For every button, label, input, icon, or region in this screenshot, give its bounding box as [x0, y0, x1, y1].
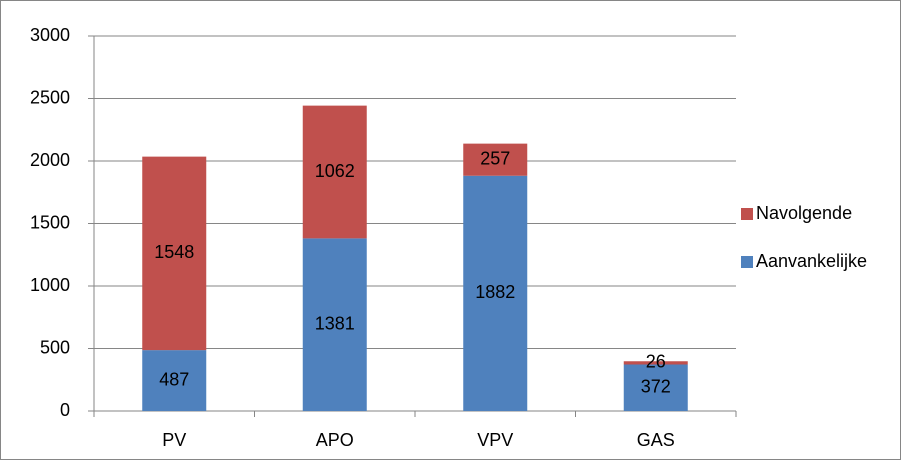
legend-label: Aanvankelijke	[756, 251, 867, 271]
bar-segment	[142, 350, 207, 411]
bar-segment	[623, 364, 688, 411]
bar-segment	[302, 105, 367, 239]
bar-segment	[302, 238, 367, 411]
data-label: 487	[159, 369, 189, 389]
legend-label: Navolgende	[756, 203, 852, 223]
data-label: 1381	[315, 313, 355, 333]
data-label: 257	[480, 148, 510, 168]
data-label: 372	[641, 377, 671, 397]
y-tick-label: 1000	[30, 275, 70, 295]
data-label: 1882	[475, 282, 515, 302]
x-tick-label: VPV	[477, 430, 513, 450]
y-tick-label: 0	[60, 400, 70, 420]
bar-segment	[463, 175, 528, 411]
x-tick-label: APO	[316, 430, 354, 450]
bar-segment	[463, 143, 528, 176]
legend-swatch	[741, 256, 753, 268]
x-tick-label: GAS	[637, 430, 675, 450]
legend-swatch	[741, 208, 753, 220]
y-tick-label: 3000	[30, 25, 70, 45]
data-label: 1548	[154, 242, 194, 262]
data-label: 1062	[315, 161, 355, 181]
y-tick-label: 2500	[30, 87, 70, 107]
bar-segment	[623, 361, 688, 365]
bar-segment	[142, 156, 207, 351]
y-tick-label: 2000	[30, 150, 70, 170]
x-tick-label: PV	[162, 430, 186, 450]
y-tick-label: 1500	[30, 212, 70, 232]
y-tick-label: 500	[40, 337, 70, 357]
data-label: 26	[646, 352, 666, 372]
